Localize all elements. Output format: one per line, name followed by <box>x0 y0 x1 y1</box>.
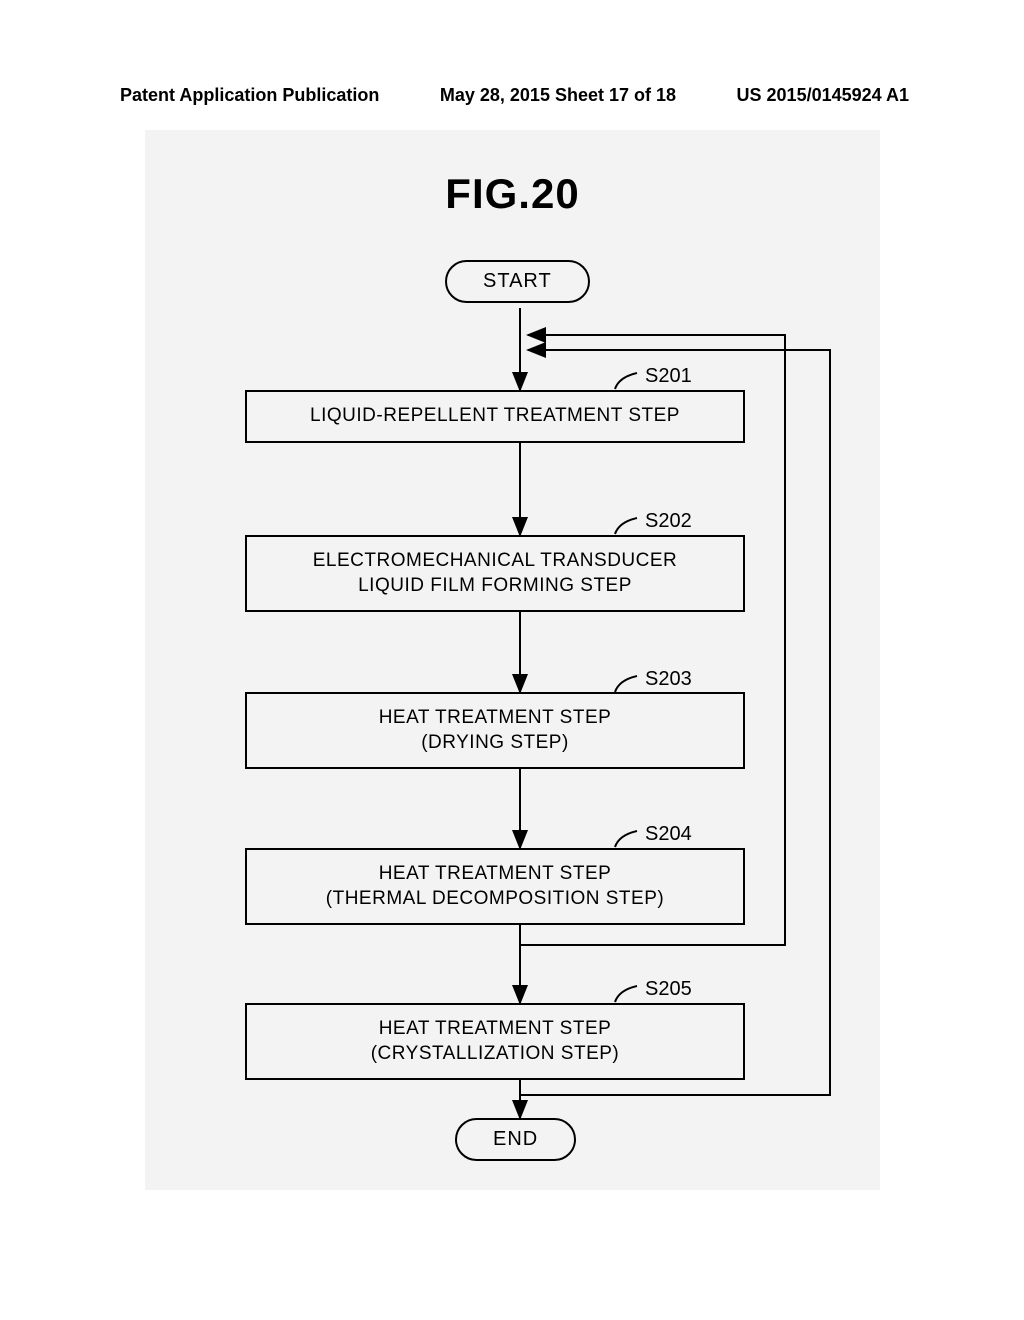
header-center: May 28, 2015 Sheet 17 of 18 <box>440 85 676 106</box>
step-label-s201: S201 <box>645 365 692 388</box>
header-right: US 2015/0145924 A1 <box>737 85 909 106</box>
start-node: START <box>445 260 590 303</box>
step-box-s201: LIQUID-REPELLENT TREATMENT STEP <box>245 390 745 443</box>
step-box-s205: HEAT TREATMENT STEP(CRYSTALLIZATION STEP… <box>245 1003 745 1080</box>
step-box-s204: HEAT TREATMENT STEP(THERMAL DECOMPOSITIO… <box>245 848 745 925</box>
step-label-s204: S204 <box>645 823 692 846</box>
step-text: (CRYSTALLIZATION STEP) <box>371 1042 620 1067</box>
page-header: Patent Application Publication May 28, 2… <box>0 85 1024 106</box>
step-text: LIQUID-REPELLENT TREATMENT STEP <box>310 404 680 429</box>
step-text: ELECTROMECHANICAL TRANSDUCER <box>313 549 678 574</box>
figure-panel: FIG.20 START END LIQUID-REPELLENT TREATMEN… <box>145 130 880 1190</box>
header-left: Patent Application Publication <box>120 85 379 106</box>
figure-title: FIG.20 <box>145 170 880 218</box>
step-text: HEAT TREATMENT STEP <box>379 1017 612 1042</box>
step-box-s203: HEAT TREATMENT STEP(DRYING STEP) <box>245 692 745 769</box>
step-text: HEAT TREATMENT STEP <box>379 706 612 731</box>
step-text: (THERMAL DECOMPOSITION STEP) <box>326 887 664 912</box>
step-label-s202: S202 <box>645 510 692 533</box>
step-text: LIQUID FILM FORMING STEP <box>358 574 632 599</box>
step-text: (DRYING STEP) <box>421 731 569 756</box>
step-label-s203: S203 <box>645 668 692 691</box>
end-node: END <box>455 1118 576 1161</box>
step-label-s205: S205 <box>645 978 692 1001</box>
step-text: HEAT TREATMENT STEP <box>379 862 612 887</box>
step-box-s202: ELECTROMECHANICAL TRANSDUCERLIQUID FILM … <box>245 535 745 612</box>
